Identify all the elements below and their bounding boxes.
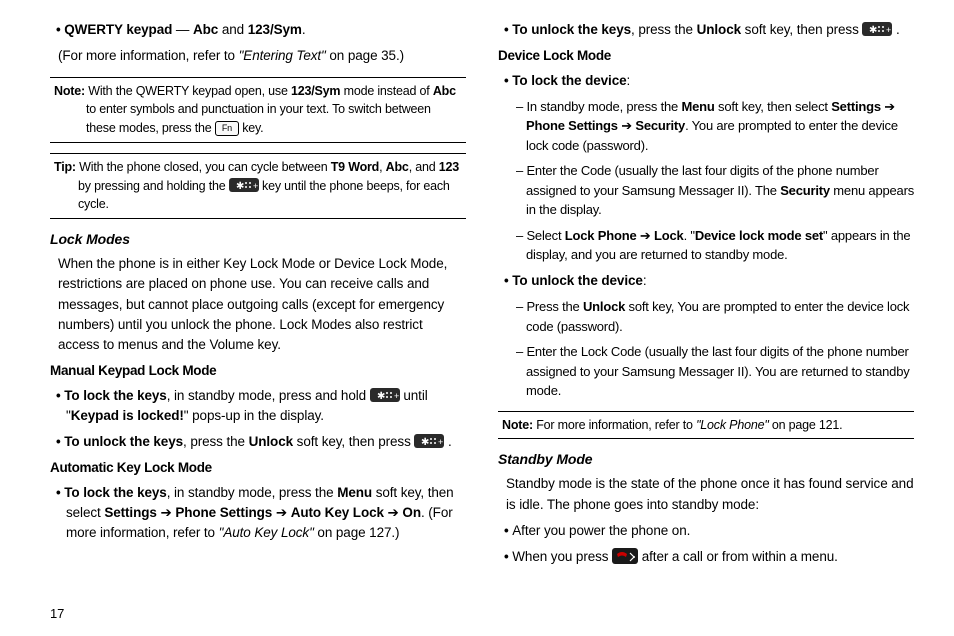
auto-key-lock-heading: Automatic Key Lock Mode xyxy=(50,458,466,478)
lock-device-bullet: To lock the device: xyxy=(498,71,914,91)
star-key-icon xyxy=(370,388,400,402)
left-column: QWERTY keypad — Abc and 123/Sym. (For mo… xyxy=(50,20,466,600)
auto-lock-bullet: To lock the keys, in standby mode, press… xyxy=(50,483,466,544)
unlock-device-step-2: Enter the Lock Code (usually the last fo… xyxy=(498,342,914,401)
lock-device-step-2: Enter the Code (usually the last four di… xyxy=(498,161,914,220)
star-key-icon xyxy=(229,178,259,192)
manual-keypad-heading: Manual Keypad Lock Mode xyxy=(50,361,466,381)
lock-keys-bullet: To lock the keys, in standby mode, press… xyxy=(50,386,466,427)
star-key-icon xyxy=(862,22,892,36)
note-box-2: Note: For more information, refer to "Lo… xyxy=(498,411,914,440)
lock-modes-para: When the phone is in either Key Lock Mod… xyxy=(50,254,466,355)
lock-device-step-3: Select Lock Phone ➔ Lock. "Device lock m… xyxy=(498,226,914,265)
star-key-icon xyxy=(414,434,444,448)
unlock-device-bullet: To unlock the device: xyxy=(498,271,914,291)
note-label: Note: xyxy=(502,418,533,432)
standby-bullet-2: When you press after a call or from with… xyxy=(498,547,914,567)
lock-modes-heading: Lock Modes xyxy=(50,229,466,250)
standby-bullet-1: After you power the phone on. xyxy=(498,521,914,541)
tip-label: Tip: xyxy=(54,160,76,174)
qwerty-label: QWERTY keypad xyxy=(64,22,172,37)
right-column: To unlock the keys, press the Unlock sof… xyxy=(498,20,914,600)
page-columns: QWERTY keypad — Abc and 123/Sym. (For mo… xyxy=(50,20,914,600)
unlock-device-step-1: Press the Unlock soft key, You are promp… xyxy=(498,297,914,336)
fn-key-icon: Fn xyxy=(215,121,239,136)
unlock-keys-bullet: To unlock the keys, press the Unlock sof… xyxy=(50,432,466,452)
standby-para: Standby mode is the state of the phone o… xyxy=(498,474,914,515)
qwerty-bullet: QWERTY keypad — Abc and 123/Sym. xyxy=(50,20,466,40)
lock-device-step-1: In standby mode, press the Menu soft key… xyxy=(498,97,914,156)
unlock-keys-bullet-2: To unlock the keys, press the Unlock sof… xyxy=(498,20,914,40)
standby-heading: Standby Mode xyxy=(498,449,914,470)
device-lock-heading: Device Lock Mode xyxy=(498,46,914,66)
page-number: 17 xyxy=(50,604,914,624)
end-key-icon xyxy=(612,548,638,564)
entering-text-ref: (For more information, refer to "Enterin… xyxy=(50,46,466,66)
note-box-1: Note: With the QWERTY keypad open, use 1… xyxy=(50,77,466,143)
tip-box: Tip: With the phone closed, you can cycl… xyxy=(50,153,466,219)
note-label: Note: xyxy=(54,84,85,98)
